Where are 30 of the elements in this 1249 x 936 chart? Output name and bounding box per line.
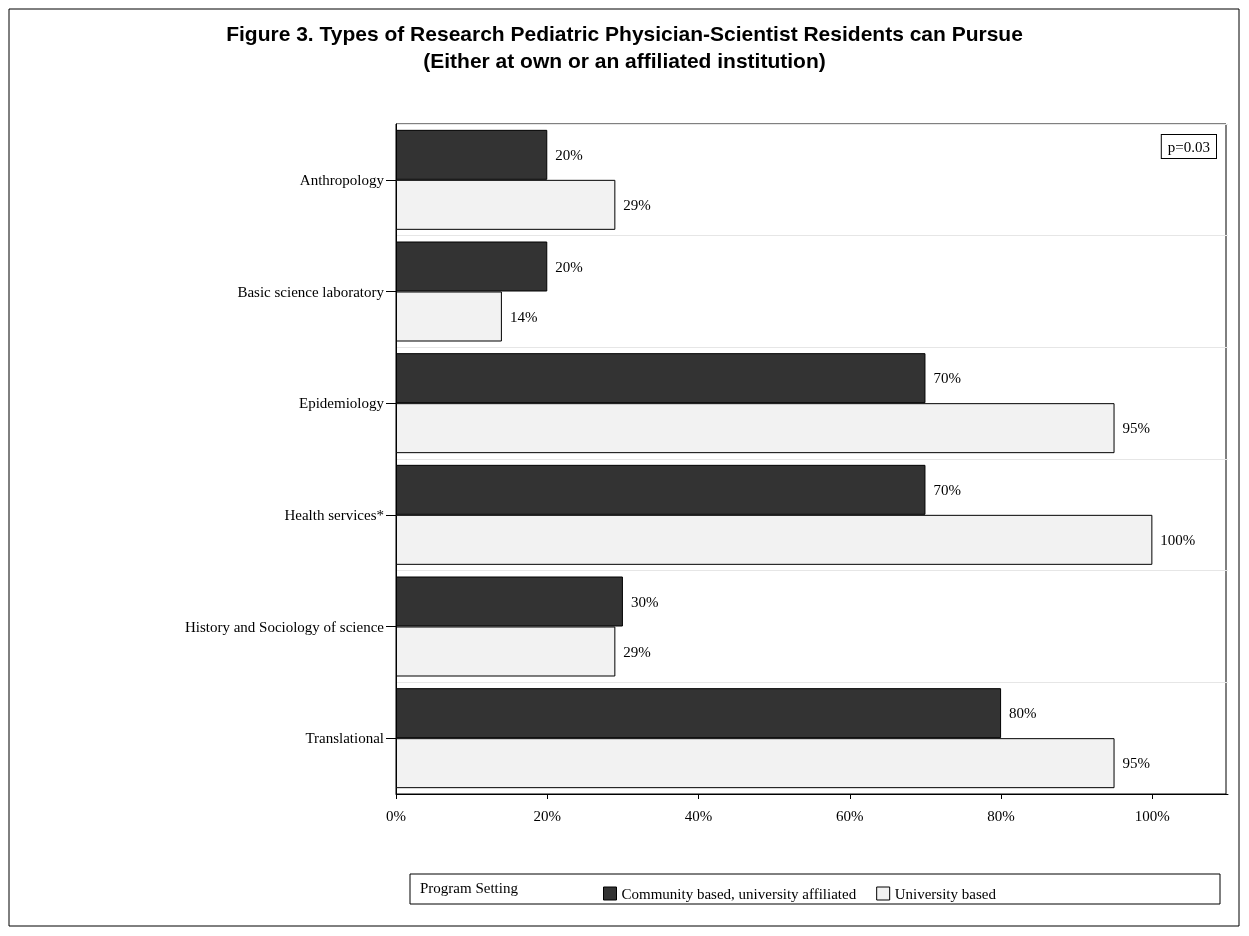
- annotation: p=0.03: [1167, 138, 1211, 155]
- legend-label: University based: [894, 885, 997, 902]
- data-label: 70%: [933, 370, 961, 387]
- y-tick-label: Epidemiology: [299, 395, 385, 412]
- legend-title: Program Setting: [420, 879, 519, 896]
- y-tick-label: History and Sociology of science: [184, 618, 385, 635]
- data-label: 20%: [555, 258, 583, 275]
- x-tick-label: 100%: [1134, 807, 1170, 824]
- x-tick-label: 40%: [684, 807, 713, 824]
- x-tick-label: 80%: [987, 807, 1015, 824]
- y-tick-label: Basic science laboratory: [237, 283, 385, 300]
- data-label: 100%: [1160, 531, 1196, 548]
- x-tick-label: 60%: [836, 807, 864, 824]
- chart-title: Figure 3. Types of Research Pediatric Physician-Scientist Residents can Pursue: [226, 22, 1023, 45]
- y-tick-label: Translational: [305, 730, 384, 747]
- data-label: 14%: [509, 308, 538, 325]
- y-tick-label: Anthropology: [299, 171, 385, 188]
- chart-subtitle: (Either at own or an affiliated institution): [423, 49, 826, 72]
- data-label: 70%: [933, 481, 961, 498]
- data-label: 95%: [1122, 420, 1151, 437]
- data-label: 80%: [1009, 705, 1037, 722]
- x-tick-label: 20%: [533, 807, 562, 824]
- y-tick-label: Health services*: [284, 506, 384, 523]
- legend-label: Community based, university affiliated: [621, 885, 857, 902]
- x-tick-label: 0%: [386, 807, 406, 824]
- data-label: 20%: [555, 146, 583, 163]
- data-label: 29%: [623, 196, 651, 213]
- data-label: 30%: [630, 593, 659, 610]
- data-label: 95%: [1122, 755, 1151, 772]
- data-label: 29%: [623, 643, 651, 660]
